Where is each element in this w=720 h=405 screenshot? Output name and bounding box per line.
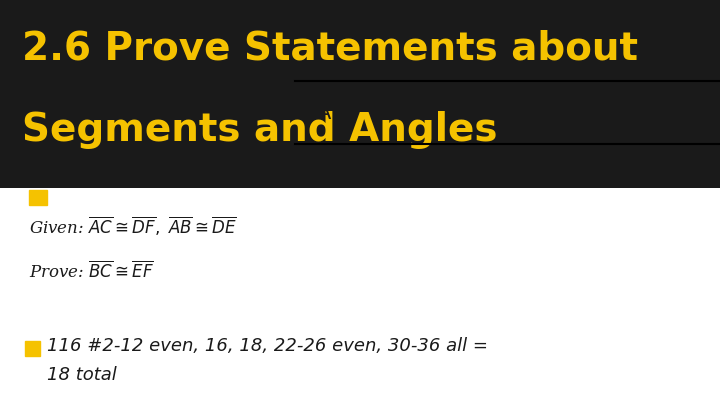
Text: Given: $\overline{AC} \cong \overline{DF},\ \overline{AB} \cong \overline{DE}$: Given: $\overline{AC} \cong \overline{DF… bbox=[29, 215, 236, 239]
Text: D: D bbox=[317, 164, 333, 184]
Text: C: C bbox=[670, 103, 684, 124]
Text: 18 total: 18 total bbox=[47, 366, 117, 384]
FancyBboxPatch shape bbox=[25, 341, 40, 356]
Text: F: F bbox=[670, 164, 682, 184]
FancyBboxPatch shape bbox=[0, 0, 720, 188]
Text: Prove: $\overline{BC} \cong \overline{EF}$: Prove: $\overline{BC} \cong \overline{EF… bbox=[29, 261, 154, 282]
Text: B: B bbox=[446, 103, 461, 124]
FancyBboxPatch shape bbox=[29, 190, 47, 205]
Text: A: A bbox=[317, 103, 331, 124]
Text: Write a two column proof: Write a two column proof bbox=[29, 153, 240, 171]
Text: E: E bbox=[446, 164, 459, 184]
Text: Segments and Angles: Segments and Angles bbox=[22, 111, 497, 149]
Text: 116 #2-12 even, 16, 18, 22-26 even, 30-36 all =: 116 #2-12 even, 16, 18, 22-26 even, 30-3… bbox=[47, 337, 488, 355]
Text: 2.6 Prove Statements about: 2.6 Prove Statements about bbox=[22, 30, 638, 68]
